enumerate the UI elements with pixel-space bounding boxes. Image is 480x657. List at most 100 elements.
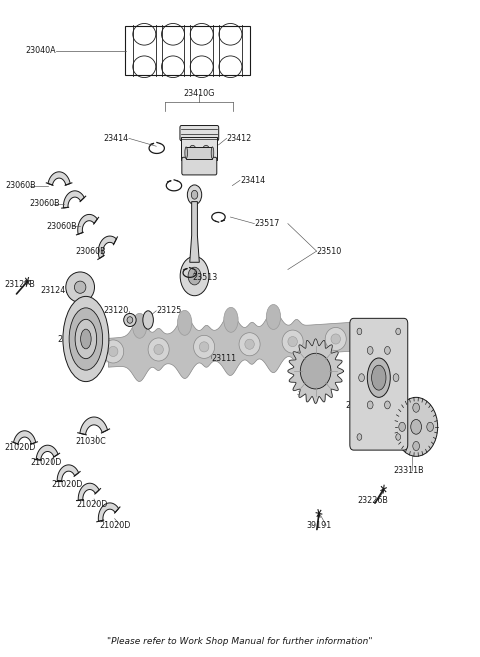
Ellipse shape <box>224 307 238 332</box>
Circle shape <box>357 328 362 334</box>
Text: 23060B: 23060B <box>46 222 77 231</box>
Polygon shape <box>108 309 357 382</box>
Ellipse shape <box>331 334 340 344</box>
Ellipse shape <box>74 281 86 293</box>
Text: "Please refer to Work Shop Manual for further information": "Please refer to Work Shop Manual for fu… <box>107 637 373 646</box>
Ellipse shape <box>367 358 390 397</box>
Circle shape <box>180 256 209 296</box>
Ellipse shape <box>185 147 188 159</box>
Circle shape <box>357 434 362 440</box>
Ellipse shape <box>103 340 124 363</box>
Text: 23412: 23412 <box>227 134 252 143</box>
Polygon shape <box>80 417 108 435</box>
Text: 23060B: 23060B <box>5 181 36 190</box>
Text: 23124B: 23124B <box>40 286 71 295</box>
Ellipse shape <box>178 310 192 335</box>
Circle shape <box>396 434 401 440</box>
Text: 23040A: 23040A <box>25 46 56 55</box>
Polygon shape <box>98 503 119 522</box>
Circle shape <box>189 145 196 154</box>
Circle shape <box>384 346 390 354</box>
Text: 23060B: 23060B <box>75 247 106 256</box>
Ellipse shape <box>66 272 95 302</box>
Polygon shape <box>48 172 70 185</box>
Text: 23127B: 23127B <box>4 280 36 289</box>
Circle shape <box>367 401 373 409</box>
Ellipse shape <box>81 329 91 349</box>
Text: 39191: 39191 <box>306 521 331 530</box>
Circle shape <box>427 422 433 432</box>
Ellipse shape <box>300 353 331 389</box>
Text: 39190A: 39190A <box>297 388 327 397</box>
Ellipse shape <box>154 344 163 355</box>
Circle shape <box>367 346 373 354</box>
Circle shape <box>187 185 202 204</box>
Text: 23120: 23120 <box>104 306 129 315</box>
Ellipse shape <box>288 336 298 347</box>
Ellipse shape <box>75 319 96 359</box>
Ellipse shape <box>69 308 103 370</box>
Ellipse shape <box>372 365 386 390</box>
Ellipse shape <box>63 296 109 382</box>
Polygon shape <box>78 214 97 235</box>
Circle shape <box>192 191 198 199</box>
Ellipse shape <box>211 147 214 159</box>
Bar <box>181 137 217 160</box>
Circle shape <box>393 374 399 382</box>
Text: 23414: 23414 <box>240 176 265 185</box>
FancyBboxPatch shape <box>350 319 408 450</box>
Text: 23510: 23510 <box>317 246 342 256</box>
Ellipse shape <box>395 397 438 457</box>
Text: 24340: 24340 <box>57 335 82 344</box>
FancyBboxPatch shape <box>180 125 219 141</box>
Ellipse shape <box>245 339 254 350</box>
Text: 23513: 23513 <box>192 273 217 282</box>
Ellipse shape <box>108 346 118 357</box>
Circle shape <box>396 328 401 334</box>
Text: 21020D: 21020D <box>4 443 36 452</box>
Ellipse shape <box>148 338 169 361</box>
Ellipse shape <box>132 313 147 338</box>
Text: 23125: 23125 <box>156 306 181 315</box>
FancyBboxPatch shape <box>182 157 217 175</box>
Ellipse shape <box>266 304 281 329</box>
Polygon shape <box>36 445 58 460</box>
Text: 23211B: 23211B <box>345 401 376 411</box>
Text: 21020D: 21020D <box>100 521 131 530</box>
Ellipse shape <box>143 311 154 329</box>
Circle shape <box>413 442 420 451</box>
Polygon shape <box>98 236 117 258</box>
Ellipse shape <box>411 419 421 434</box>
Text: 23311B: 23311B <box>393 466 424 475</box>
Polygon shape <box>13 431 36 444</box>
Text: 21020D: 21020D <box>51 480 83 489</box>
Text: 21020D: 21020D <box>76 500 108 509</box>
Text: 21020D: 21020D <box>31 459 62 467</box>
Polygon shape <box>57 465 79 481</box>
Ellipse shape <box>124 313 136 327</box>
Bar <box>186 147 213 159</box>
Ellipse shape <box>199 342 209 352</box>
Ellipse shape <box>325 327 346 351</box>
Ellipse shape <box>127 317 133 323</box>
Text: 23111: 23111 <box>211 353 237 363</box>
Text: 23060B: 23060B <box>29 200 60 208</box>
Ellipse shape <box>282 330 303 353</box>
Circle shape <box>203 145 209 154</box>
Text: 23517: 23517 <box>254 219 280 228</box>
Ellipse shape <box>193 335 215 359</box>
Text: 23410G: 23410G <box>184 89 215 99</box>
Polygon shape <box>78 484 99 501</box>
Text: 23226B: 23226B <box>357 496 388 505</box>
Circle shape <box>384 401 390 409</box>
Circle shape <box>359 374 364 382</box>
Polygon shape <box>190 202 199 262</box>
Bar <box>125 26 250 76</box>
Circle shape <box>188 267 201 285</box>
Polygon shape <box>63 191 84 208</box>
Polygon shape <box>288 339 343 403</box>
Ellipse shape <box>239 332 260 356</box>
Text: 23414: 23414 <box>104 134 129 143</box>
Text: 21030C: 21030C <box>75 437 106 445</box>
Circle shape <box>399 422 406 432</box>
